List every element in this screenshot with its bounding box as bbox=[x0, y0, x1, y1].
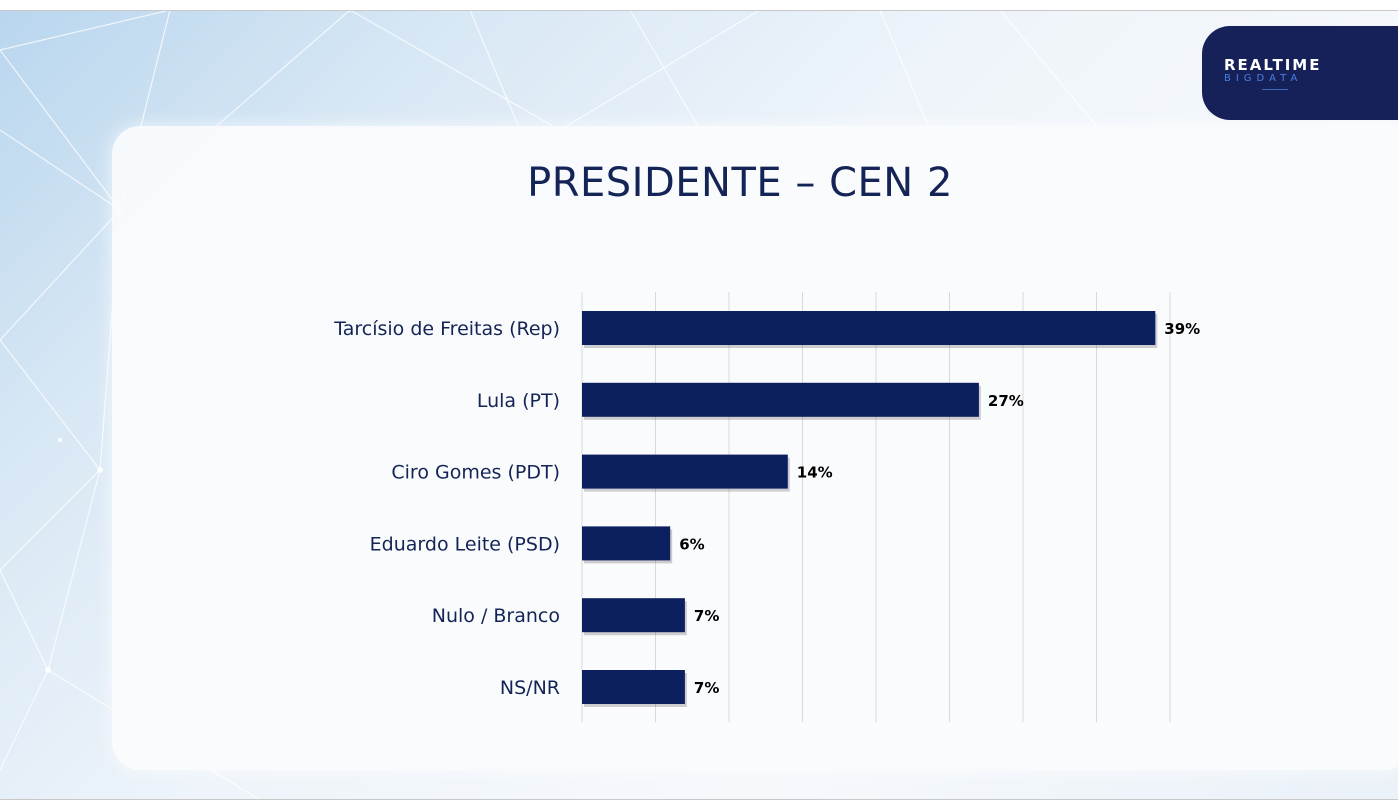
bar bbox=[582, 311, 1156, 345]
category-label: Ciro Gomes (PDT) bbox=[391, 462, 560, 484]
logo-text-realtime: REALTIME bbox=[1224, 56, 1322, 74]
value-label: 39% bbox=[1164, 320, 1200, 338]
logo-underline bbox=[1262, 89, 1288, 90]
bar bbox=[582, 526, 671, 561]
bar bbox=[582, 670, 685, 704]
category-label: Lula (PT) bbox=[477, 390, 560, 412]
category-label: NS/NR bbox=[500, 677, 560, 699]
category-label: Eduardo Leite (PSD) bbox=[370, 533, 560, 555]
category-label: Tarcísio de Freitas (Rep) bbox=[333, 318, 560, 340]
bottom-border bbox=[0, 799, 1398, 800]
realtime-bigdata-logo: REALTIME BIGDATA bbox=[1202, 26, 1398, 120]
value-label: 6% bbox=[679, 535, 704, 553]
logo-text-bigdata: BIGDATA bbox=[1224, 73, 1303, 84]
content-card bbox=[112, 126, 1398, 770]
value-label: 14% bbox=[797, 464, 833, 482]
top-border bbox=[0, 10, 1398, 11]
value-label: 27% bbox=[988, 392, 1024, 410]
bar bbox=[582, 598, 685, 633]
value-label: 7% bbox=[694, 607, 719, 625]
category-label: Nulo / Branco bbox=[432, 605, 560, 627]
bar bbox=[582, 454, 788, 489]
bar bbox=[582, 382, 979, 417]
chart-title: PRESIDENTE – CEN 2 bbox=[527, 160, 953, 206]
value-label: 7% bbox=[694, 679, 719, 697]
